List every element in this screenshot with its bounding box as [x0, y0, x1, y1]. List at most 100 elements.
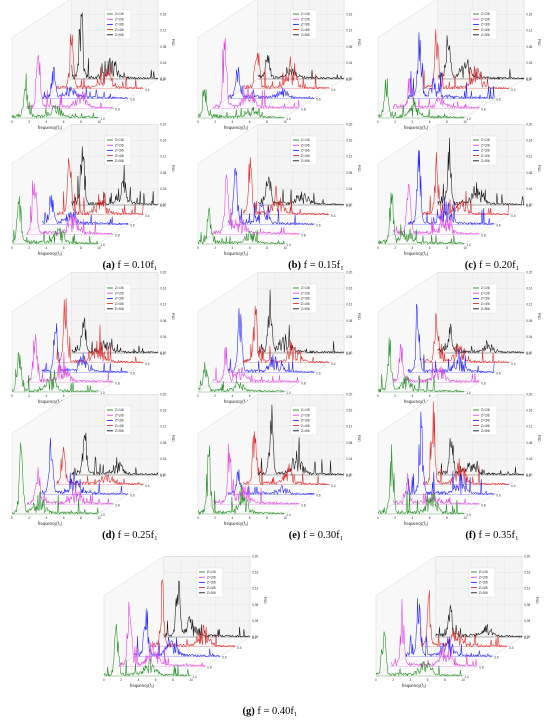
legend-entry: Z=5/6 [479, 591, 488, 595]
depth-tick-label: 0.4 [237, 646, 242, 650]
legend-entry: Z=5/6 [115, 33, 124, 37]
legend-entry: Z=3/6 [481, 297, 490, 301]
depth-tick-label: 0.4 [511, 362, 516, 366]
depth-tick-label: 0.2 [526, 204, 531, 208]
z-axis-label: PSD [535, 597, 539, 605]
spectrum-line-3 [407, 32, 495, 100]
waterfall-panel-14: 0.00 0.04 0.08 0.12 0.16 0.20 PSD 0 2 4 6 8 10 freque… [375, 554, 539, 688]
z-tick-label: 0.12 [526, 425, 532, 429]
x-tick-label: 0 [377, 120, 379, 124]
depth-tick-label: 0.2 [526, 78, 531, 82]
x-tick-label: 10 [283, 246, 287, 250]
z-axis-label: PSD [357, 313, 361, 321]
depth-tick-label: 0.8 [115, 233, 120, 237]
depth-tick-label: 0.4 [145, 484, 150, 488]
z-tick-label: 0.08 [160, 171, 166, 175]
legend-entry: Z=2/6 [481, 291, 490, 295]
legend-entry: Z=4/6 [115, 302, 124, 306]
spectrum-line-5 [257, 404, 345, 476]
waterfall-panel-7: 0.000.040.080.120.160.20PSD0246810freque… [11, 270, 175, 404]
legend: Z=1/6Z=2/6 Z=3/6Z=4/6Z=5/6 [104, 9, 132, 40]
spectrum-line-1 [197, 445, 285, 515]
legend-entry: Z=5/6 [301, 33, 310, 37]
spectrum-line-3 [133, 608, 221, 658]
caption-text: f = 0.15f₁ [304, 260, 344, 271]
z-tick-label: 0.12 [526, 29, 532, 33]
spectrum-line-4 [242, 305, 330, 364]
z-tick-label: 0.20 [526, 392, 532, 396]
legend-box [104, 135, 132, 166]
legend: Z=1/6Z=2/6 Z=3/6Z=4/6Z=5/6 [290, 9, 318, 40]
legend-entry: Z=4/6 [479, 586, 488, 590]
x-axis-label: frequency(f₀) [38, 399, 63, 404]
depth-tick-label: 0.4 [511, 214, 516, 218]
legend-entry: Z=4/6 [481, 302, 490, 306]
x-tick-label: 0 [11, 516, 13, 520]
legend-entry: Z=3/6 [301, 419, 310, 423]
spectrum-line-4 [242, 52, 330, 90]
legend-entry: Z=2/6 [301, 143, 310, 147]
x-axis-label: frequency(f₀) [402, 683, 427, 688]
spectrum-line-3 [407, 303, 495, 374]
legend-entry: Z=4/6 [301, 154, 310, 158]
depth-tick-label: 0.6 [130, 224, 135, 228]
z-tick-label: 0.20 [346, 122, 352, 126]
z-tick-label: 0.08 [526, 45, 532, 49]
x-tick-label: 0 [11, 246, 13, 250]
legend: Z=1/6Z=2/6 Z=3/6Z=4/6Z=5/6 [470, 9, 498, 40]
spectrum-line-4 [242, 157, 330, 216]
caption-letter: (g) [242, 706, 257, 717]
legend-entry: Z=1/6 [115, 408, 124, 412]
z-tick-label: 0.12 [346, 29, 352, 33]
z-tick-label: 0.12 [252, 587, 258, 591]
x-axis-label: frequency(f₀) [224, 125, 249, 130]
legend: Z=1/6Z=2/6 Z=3/6Z=4/6Z=5/6 [470, 135, 498, 166]
spectrum-line-1 [197, 89, 285, 119]
x-tick-label: 6 [429, 394, 431, 398]
legend-entry: Z=1/6 [481, 286, 490, 290]
z-tick-label: 0.16 [346, 139, 352, 143]
x-tick-label: 8 [80, 246, 82, 250]
spectrum-line-3 [227, 167, 315, 226]
depth-tick-label: 0.2 [346, 78, 351, 82]
x-axis-label: frequency(f₀) [130, 683, 155, 688]
spectrum-line-2 [390, 598, 478, 668]
legend-entry: Z=1/6 [115, 138, 124, 142]
legend-entry: Z=5/6 [481, 33, 490, 37]
waterfall-panel-8: 0.000.040.080.120.160.20PSD0246810freque… [197, 270, 361, 404]
x-tick-label: 6 [429, 516, 431, 520]
depth-tick-label: 0.8 [481, 233, 486, 237]
spectrum-line-1 [197, 361, 285, 393]
x-tick-label: 6 [63, 394, 65, 398]
spectrum-line-1 [377, 337, 465, 393]
legend-entry: Z=1/6 [481, 408, 490, 412]
caption-letter: (a) [102, 260, 117, 271]
caption-text: f = 0.25f₁ [118, 530, 158, 541]
spectrum-line-4 [148, 579, 236, 648]
spectrum-line-5 [257, 176, 345, 206]
z-tick-label: 0.16 [526, 13, 532, 17]
legend-entry: Z=5/6 [115, 429, 124, 433]
depth-tick-label: 0.6 [222, 656, 227, 660]
x-axis-label: frequency(f₀) [404, 521, 429, 526]
caption-letter: (c) [465, 260, 479, 271]
legend-entry: Z=3/6 [301, 23, 310, 27]
z-tick-label: 0.04 [160, 61, 166, 65]
z-tick-label: 0.04 [526, 335, 532, 339]
z-tick-label: 0.12 [160, 29, 166, 33]
x-tick-label: 10 [97, 516, 101, 520]
z-tick-label: 0.08 [346, 45, 352, 49]
depth-tick-label: 0.4 [331, 362, 336, 366]
spectrum-line-1 [103, 623, 191, 677]
spectrum-line-2 [26, 180, 114, 236]
depth-tick-label: 0.8 [115, 503, 120, 507]
z-tick-label: 0.04 [526, 61, 532, 65]
waterfall-panel-1: 0.00 0.04 0.08 0.12 0.16 0.20 PSD 0 2 4 6 8 10 freque… [11, 0, 175, 130]
depth-tick-label: 1.0 [286, 243, 291, 247]
z-axis-label: PSD [537, 435, 541, 443]
subfigure-caption: (d) f = 0.25f₁ [102, 530, 158, 541]
caption-text: f = 0.35f₁ [478, 530, 518, 541]
waterfall-panel-3: 0.00 0.04 0.08 0.12 0.16 0.20 PSD 0 2 4 6 8 10 freque… [377, 0, 541, 130]
x-tick-label: 2 [394, 394, 396, 398]
legend-entry: Z=4/6 [115, 154, 124, 158]
